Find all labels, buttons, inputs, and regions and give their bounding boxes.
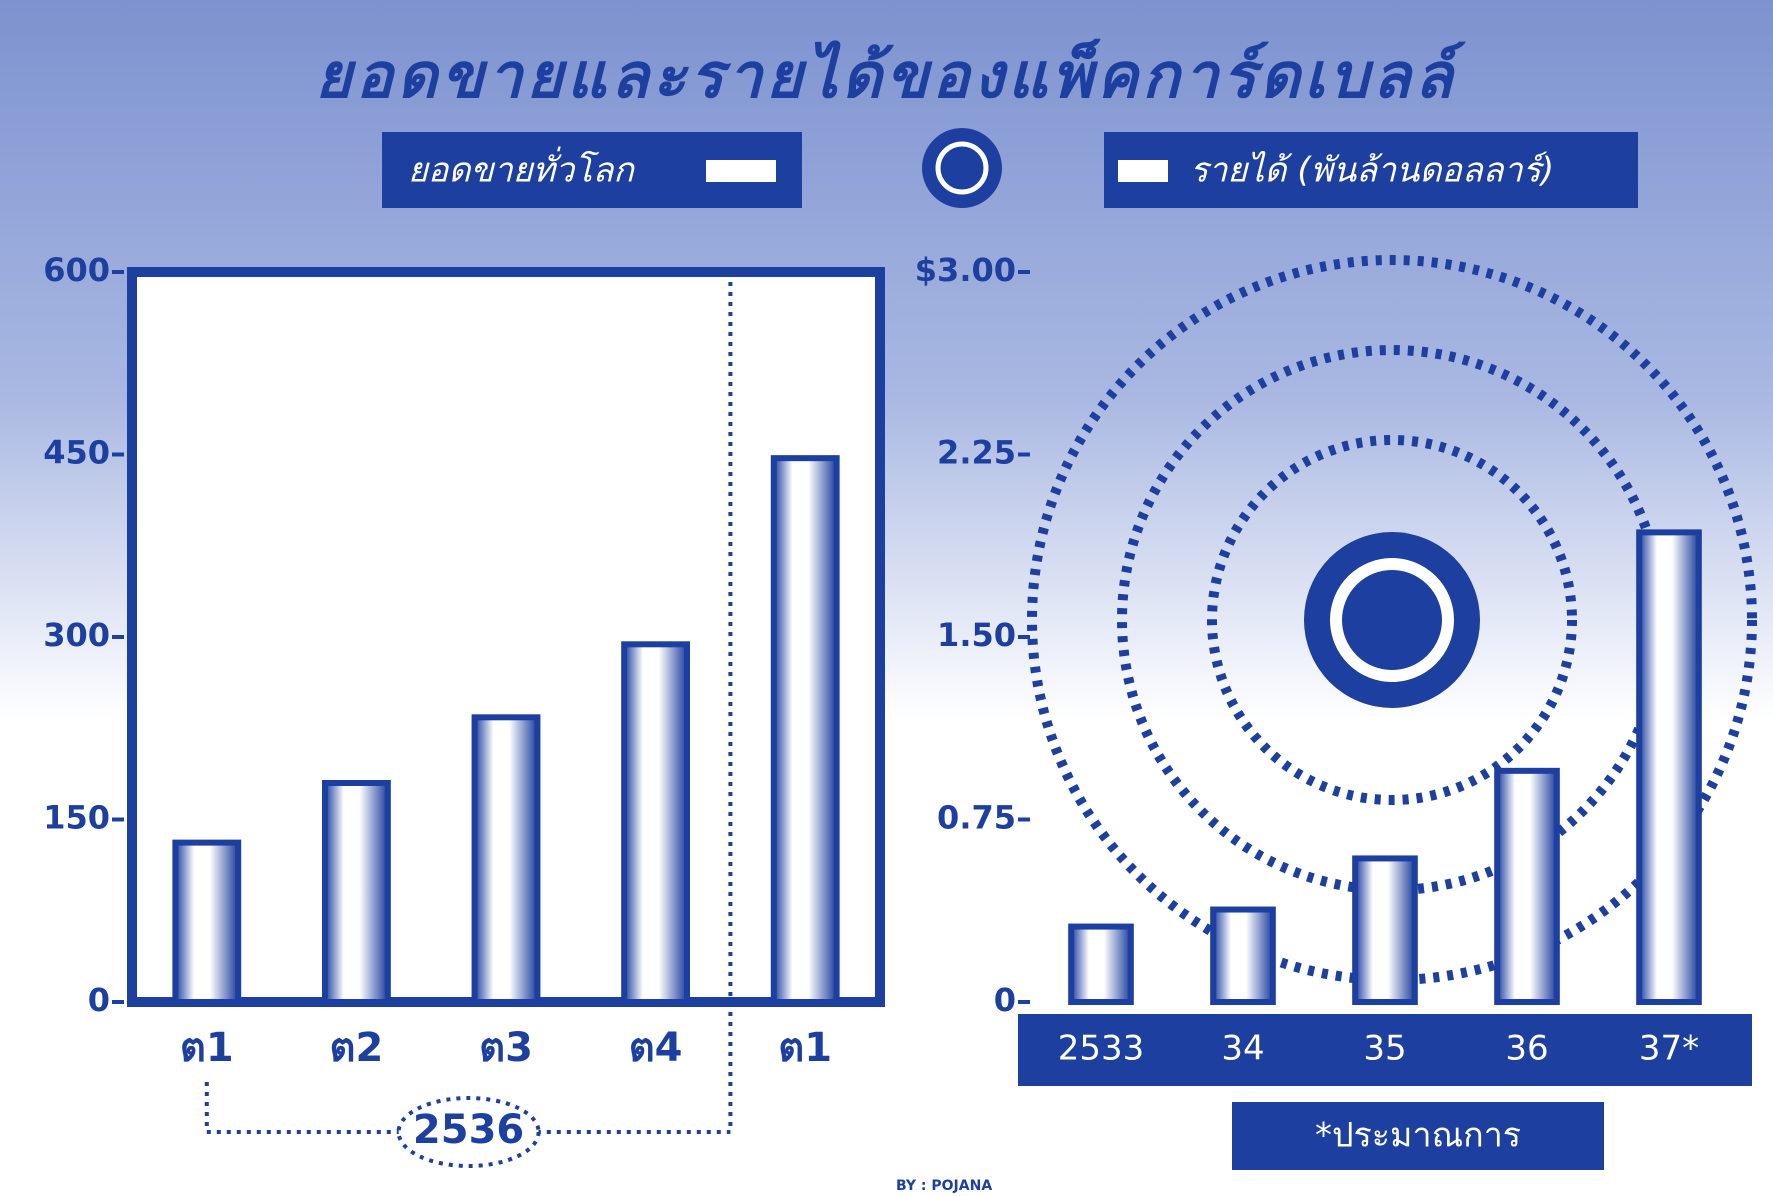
group-oval — [396, 1096, 541, 1168]
y-tick-label: 450 — [43, 434, 110, 472]
coin-icon — [935, 141, 989, 195]
x-tick-label: ต1 — [180, 1025, 234, 1071]
y-tick-label: 0 — [88, 981, 110, 1019]
bar — [1068, 923, 1134, 1005]
legend-swatch — [1118, 160, 1168, 182]
category-band — [1018, 1014, 1752, 1086]
credit: BY : POJANA — [896, 1178, 992, 1194]
y-tick-label: 0 — [994, 981, 1016, 1019]
title: ยอดขายและรายได้ของแพ็คการ์ดเบลล์ — [315, 38, 1466, 112]
bar — [1636, 529, 1702, 1005]
y-tick-label: 0.75 — [937, 799, 1016, 837]
bar — [471, 714, 541, 1005]
x-tick-label: 36 — [1505, 1029, 1548, 1069]
y-tick-label: 600 — [43, 251, 110, 289]
x-tick-label: 37* — [1639, 1029, 1699, 1069]
legend-text: ยอดขายทั่วโลก — [408, 147, 635, 191]
legend-text: รายได้ (พันล้านดอลลาร์) — [1190, 151, 1554, 191]
bracket — [204, 1082, 731, 1134]
bar — [770, 455, 840, 1005]
y-tick-label: 150 — [43, 799, 110, 837]
y-tick-label: 2.25 — [937, 434, 1016, 472]
group-label: 2536 — [413, 1107, 524, 1153]
legend-swatch — [706, 160, 776, 182]
bar — [1210, 906, 1276, 1005]
coin-icon — [922, 128, 1002, 208]
coin-icon — [1330, 558, 1454, 682]
x-tick-label: ต3 — [479, 1025, 533, 1071]
bar — [172, 839, 242, 1005]
x-tick-label: 2533 — [1058, 1029, 1145, 1069]
x-tick-label: 34 — [1221, 1029, 1264, 1069]
y-tick-label: 300 — [43, 616, 110, 654]
x-tick-label: 35 — [1363, 1029, 1406, 1069]
x-tick-label: ต4 — [629, 1025, 683, 1071]
bar — [621, 641, 691, 1005]
bar — [1352, 855, 1418, 1006]
legend-box — [1104, 132, 1638, 208]
note: *ประมาณการ — [1315, 1116, 1521, 1156]
note-box — [1232, 1102, 1604, 1170]
x-tick-label: ต1 — [778, 1025, 832, 1071]
bar — [1494, 767, 1560, 1005]
coin-icon — [1304, 532, 1480, 708]
y-tick-label: $3.00 — [915, 251, 1016, 289]
bar — [321, 780, 391, 1005]
x-tick-label: ต2 — [329, 1025, 383, 1071]
y-tick-label: 1.50 — [937, 616, 1016, 654]
